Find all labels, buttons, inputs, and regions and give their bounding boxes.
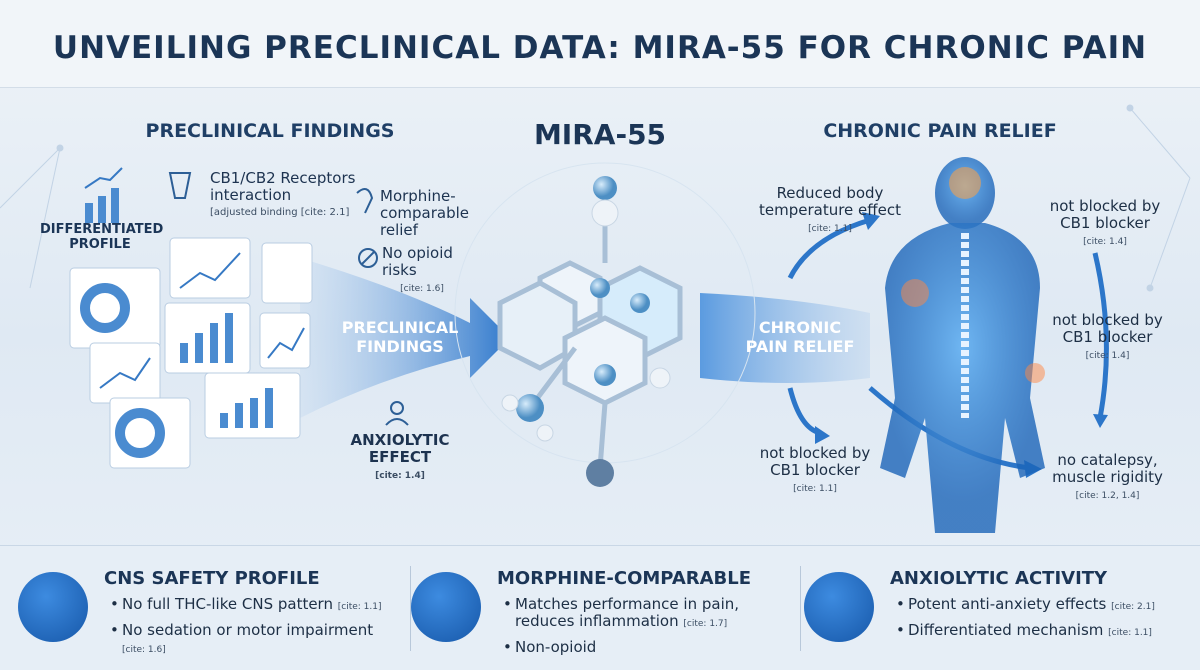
- receptors: CB1/CB2 Receptors interaction [adjusted b…: [210, 170, 370, 221]
- blocker-low-cite: [cite: 1.1]: [793, 484, 837, 494]
- blocker-low-text: not blocked by CB1 blocker: [759, 444, 871, 479]
- blocker-top: not blocked by CB1 blocker [cite: 1.4]: [1040, 198, 1170, 251]
- header-bar: [0, 0, 1200, 88]
- profile-label: DIFFERENTIATED PROFILE: [40, 222, 164, 252]
- blocker-mid: not blocked by CB1 blocker [cite: 1.4]: [1045, 312, 1170, 365]
- catalepsy: no catalepsy, muscle rigidity [cite: 1.2,…: [1040, 452, 1175, 505]
- chart-panels: [69, 167, 313, 469]
- item-cite: [cite: 2.1]: [1111, 602, 1155, 612]
- temperature: Reduced body temperature effect [cite: 1.…: [755, 185, 905, 238]
- temperature-cite: [cite: 1.1]: [808, 224, 852, 234]
- blocker-top-cite: [cite: 1.4]: [1083, 237, 1127, 247]
- blocker-low: not blocked by CB1 blocker [cite: 1.1]: [745, 445, 885, 498]
- card-icon: [804, 572, 874, 642]
- anxiolytic-text: ANXIOLYTIC EFFECT: [350, 431, 450, 466]
- item-text: Non-opioid: [515, 638, 597, 656]
- card: MORPHINE-COMPARABLE Matches performance i…: [393, 546, 788, 670]
- item-text: No full THC-like CNS pattern: [122, 595, 333, 613]
- item-cite: [cite: 1.6]: [122, 645, 166, 655]
- card-title: ANXIOLYTIC ACTIVITY: [890, 568, 1108, 589]
- card-item: Potent anti-anxiety effects [cite: 2.1]: [896, 596, 1176, 616]
- separator: [410, 566, 411, 651]
- opioid-text: No opioid risks: [382, 244, 453, 279]
- card-item: No sedation or motor impairment [cite: 1…: [110, 622, 390, 659]
- blocker-mid-cite: [cite: 1.4]: [1085, 351, 1130, 361]
- catalepsy-cite: [cite: 1.2, 1.4]: [1075, 491, 1140, 501]
- morphine: Morphine-comparable relief: [380, 187, 470, 239]
- card-item: Differentiated mechanism [cite: 1.1]: [896, 622, 1176, 642]
- card-list: Potent anti-anxiety effects [cite: 2.1] D…: [896, 596, 1176, 648]
- artwork: [0, 104, 1191, 533]
- receptors-text: CB1/CB2 Receptors interaction: [210, 169, 356, 204]
- anxiolytic: ANXIOLYTIC EFFECT [cite: 1.4]: [345, 432, 455, 485]
- atoms: [501, 176, 671, 487]
- temperature-text: Reduced body temperature effect: [759, 184, 901, 219]
- item-cite: [cite: 1.1]: [1108, 628, 1152, 638]
- molecule: [454, 162, 756, 469]
- receptors-cite: [adjusted binding [cite: 2.1]: [210, 207, 350, 218]
- item-text: No sedation or motor impairment: [122, 621, 374, 639]
- icons: [168, 172, 409, 426]
- card-item: No full THC-like CNS pattern [cite: 1.1]: [110, 596, 390, 616]
- right-band: [700, 293, 870, 383]
- right-heading: CHRONIC PAIN RELIEF: [823, 120, 1057, 142]
- body-figure: [880, 157, 1045, 533]
- card-item: Matches performance in pain, reduces inf…: [503, 596, 783, 633]
- center-heading: MIRA-55: [533, 118, 667, 151]
- left-arrow-label: PRECLINICAL FINDINGS: [341, 318, 459, 356]
- item-text: Potent anti-anxiety effects: [908, 595, 1107, 613]
- card-list: No full THC-like CNS pattern [cite: 1.1]…: [110, 596, 390, 665]
- cards: CNS SAFETY PROFILE No full THC-like CNS p…: [0, 545, 1200, 670]
- item-text: Differentiated mechanism: [908, 621, 1104, 639]
- card: CNS SAFETY PROFILE No full THC-like CNS p…: [0, 546, 395, 670]
- card-title: CNS SAFETY PROFILE: [104, 568, 320, 589]
- separator: [800, 566, 801, 651]
- left-arrow: [300, 258, 510, 418]
- item-cite: [cite: 1.7]: [683, 619, 728, 629]
- item-text: Matches performance in pain, reduces inf…: [515, 595, 740, 630]
- title: UNVEILING PRECLINICAL DATA: MIRA-55 FOR …: [52, 30, 1148, 66]
- card-title: MORPHINE-COMPARABLE: [497, 568, 752, 589]
- card: ANXIOLYTIC ACTIVITY Potent anti-anxiety e…: [786, 546, 1181, 670]
- card-icon: [411, 572, 481, 642]
- right-arrow-label: CHRONIC PAIN RELIEF: [745, 318, 855, 356]
- card-list: Matches performance in pain, reduces inf…: [503, 596, 783, 662]
- blocker-mid-text: not blocked by CB1 blocker: [1052, 311, 1163, 346]
- network-lines: [0, 104, 1191, 292]
- card-item: Non-opioid: [503, 638, 783, 657]
- item-cite: [cite: 1.1]: [337, 602, 382, 612]
- catalepsy-text: no catalepsy, muscle rigidity: [1052, 451, 1163, 486]
- opioid-cite: [cite: 1.6]: [400, 284, 444, 294]
- card-icon: [18, 572, 88, 642]
- anxiolytic-cite: [cite: 1.4]: [375, 471, 425, 481]
- left-heading: PRECLINICAL FINDINGS: [145, 120, 395, 142]
- opioid: No opioid risks [cite: 1.6]: [382, 245, 462, 298]
- blocker-top-text: not blocked by CB1 blocker: [1049, 197, 1161, 232]
